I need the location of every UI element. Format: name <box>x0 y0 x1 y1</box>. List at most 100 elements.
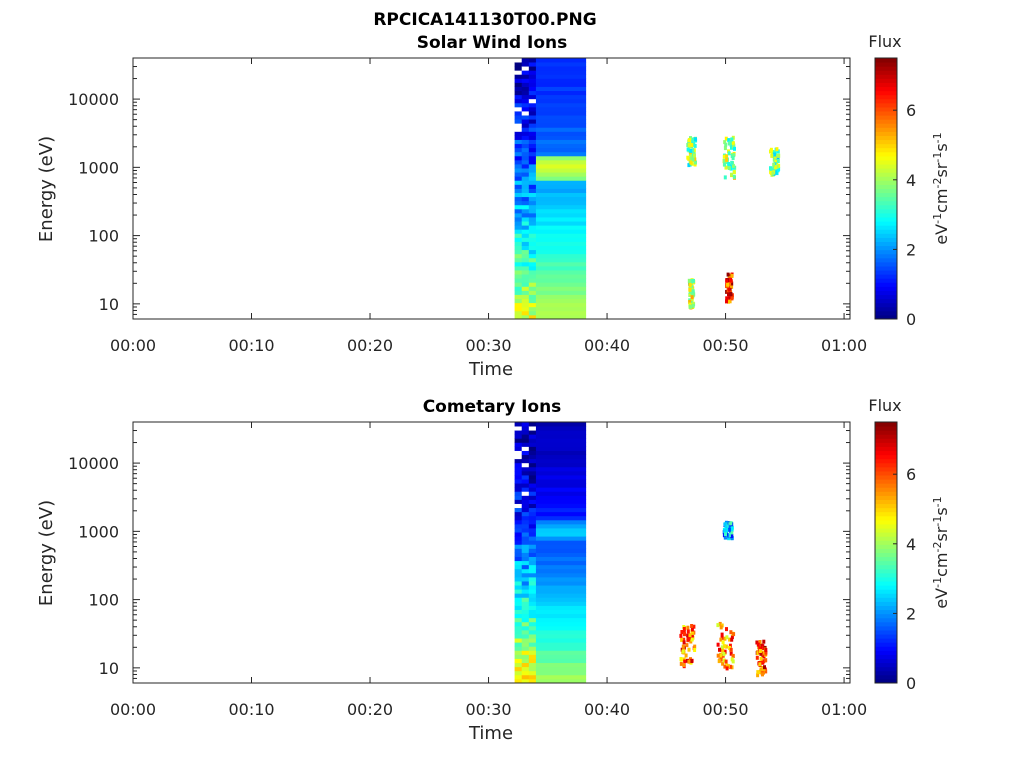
spectrogram-pixel <box>723 522 727 527</box>
spectrogram-pixel <box>732 174 736 179</box>
spectrogram-pixel <box>693 644 697 649</box>
spectrogram-cell <box>528 499 537 504</box>
colorbar-segment <box>875 523 897 529</box>
spectrogram-cell <box>528 670 537 676</box>
spectrogram-pixel <box>686 147 690 152</box>
spectrogram-cell <box>528 66 537 71</box>
spectrogram-cell <box>521 454 530 460</box>
spectrogram-cell <box>521 532 530 537</box>
spectrogram-cell <box>528 515 537 521</box>
spectrogram-pixel <box>729 651 733 656</box>
spectrogram-cell <box>514 74 523 79</box>
spectrogram-pixel <box>727 151 731 156</box>
colorbar-segment <box>875 442 897 447</box>
spectrogram-cell <box>521 78 530 83</box>
plot-background <box>133 422 850 683</box>
spectrogram-pixel <box>772 166 776 171</box>
spectrogram-cell <box>514 462 523 468</box>
spectrogram-cell <box>528 605 537 610</box>
panel-title: Solar Wind Ions <box>417 33 568 53</box>
spectrogram-cell <box>528 70 537 75</box>
spectrogram-cell <box>535 90 587 96</box>
spectrogram-cell <box>514 257 523 263</box>
spectrogram-cell <box>528 470 537 476</box>
spectrogram-cell <box>528 253 537 259</box>
spectrogram-pixel <box>717 659 721 664</box>
spectrogram-pixel <box>681 649 685 654</box>
spectrogram-cell <box>521 515 530 521</box>
spectrogram-pixel <box>716 623 720 628</box>
spectrogram-pixel <box>692 292 696 297</box>
spectrogram-pixel <box>686 629 690 634</box>
spectrogram-cell <box>521 450 530 456</box>
colorbar-segment <box>875 446 897 452</box>
spectrogram-cell <box>514 131 523 136</box>
spectrogram-cell <box>528 646 537 651</box>
colorbar-segment <box>875 670 897 676</box>
spectrogram-pixel <box>730 145 733 150</box>
spectrogram-cell <box>535 249 587 255</box>
spectrogram-pixel <box>769 147 773 152</box>
spectrogram-cell <box>528 462 537 468</box>
spectrogram-cell <box>514 294 523 300</box>
spectrogram-cell <box>514 495 523 500</box>
spectrogram-cell <box>535 225 587 230</box>
spectrogram-cell <box>514 70 523 75</box>
spectrogram-cell <box>521 270 530 275</box>
spectrogram-cell <box>521 192 530 198</box>
colorbar-segment <box>875 621 897 627</box>
spectrogram-pixel <box>689 280 693 285</box>
spectrogram-cell <box>521 442 530 447</box>
spectrogram-cell <box>535 585 587 590</box>
spectrogram-cell <box>535 483 587 488</box>
spectrogram-cell <box>514 115 523 120</box>
colorbar-segment <box>875 503 897 509</box>
spectrogram-cell <box>521 511 530 517</box>
spectrogram-pixel <box>728 281 732 286</box>
spectrogram-cell <box>521 625 530 631</box>
spectrogram-cell <box>521 540 530 545</box>
spectrogram-cell <box>514 621 523 627</box>
spectrogram-cell <box>521 127 530 132</box>
spectrogram-cell <box>514 184 523 189</box>
spectrogram-cell <box>528 678 537 684</box>
spectrogram-cell <box>535 605 587 610</box>
spectrogram-pixel <box>682 663 686 667</box>
spectrogram-cell <box>514 151 523 157</box>
spectrogram-pixel <box>774 170 778 175</box>
spectrogram-cell <box>535 666 587 672</box>
spectrogram-cell <box>535 589 587 594</box>
spectrogram-cell <box>514 519 523 525</box>
spectrogram-cell <box>535 233 587 238</box>
spectrogram-cell <box>521 172 530 177</box>
spectrogram-cell <box>535 94 587 100</box>
spectrogram-cell <box>528 249 537 255</box>
spectrogram-cell <box>521 556 530 562</box>
spectrogram-pixel <box>729 142 733 147</box>
spectrogram-cell <box>535 572 587 578</box>
spectrogram-pixel <box>683 659 687 664</box>
spectrogram-cell <box>514 204 523 210</box>
spectrogram-cell <box>535 164 587 169</box>
spectrogram-cell <box>521 204 530 210</box>
colorbar-segment <box>875 249 897 255</box>
colorbar-segment <box>875 638 897 643</box>
spectrogram-cell <box>528 229 537 234</box>
colorbar-segment <box>875 422 897 427</box>
colorbar-segment <box>875 613 897 619</box>
spectrogram-pixel <box>687 163 691 168</box>
spectrogram-cell <box>521 634 530 639</box>
spectrogram-cell <box>521 446 530 451</box>
spectrogram-cell <box>521 422 530 427</box>
x-tick-label: 01:00 <box>821 700 867 719</box>
spectrogram-cell <box>535 159 587 165</box>
spectrogram-cell <box>521 503 530 509</box>
spectrogram-cell <box>521 438 530 443</box>
spectrogram-pixel <box>764 658 768 663</box>
spectrogram-cell <box>521 666 530 672</box>
spectrogram-cell <box>528 180 537 185</box>
spectrogram-cell <box>521 225 530 230</box>
spectrogram-cell <box>521 646 530 651</box>
colorbar-segment <box>875 119 897 124</box>
spectrogram-pixel <box>726 272 730 277</box>
